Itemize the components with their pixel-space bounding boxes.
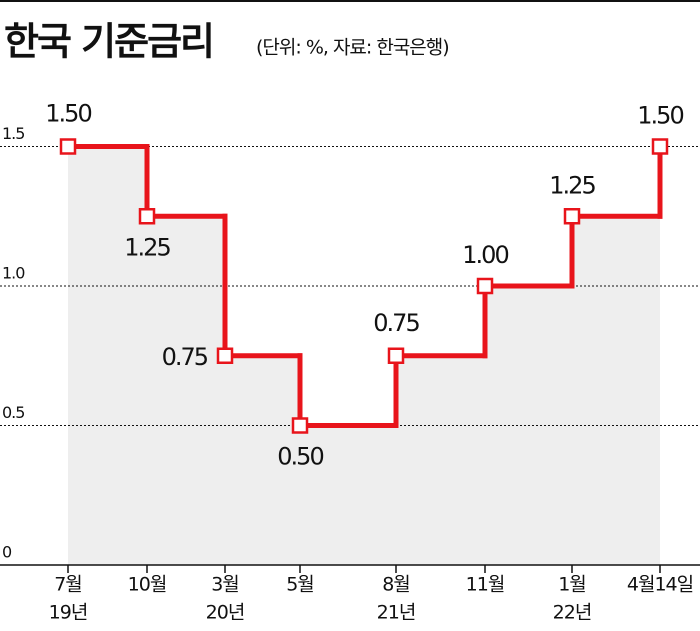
x-tick-label: 3월 — [211, 574, 239, 596]
area-step — [396, 355, 485, 565]
x-tick-label: 10월 — [128, 574, 167, 596]
value-label: 1.25 — [124, 233, 170, 261]
x-tick-label: 4월14일 — [627, 574, 693, 596]
area-step — [300, 425, 396, 565]
value-label: 1.50 — [45, 100, 91, 128]
marker — [563, 208, 581, 225]
chart-subtitle: (단위: %, 자료: 한국은행) — [256, 37, 449, 59]
marker — [651, 138, 669, 155]
x-tick-label: 1월 — [558, 574, 586, 596]
value-label: 1.00 — [462, 241, 508, 269]
marker — [216, 347, 234, 364]
marker — [59, 138, 77, 155]
x-tick-label: 8월 — [382, 574, 410, 596]
value-label: 0.75 — [162, 343, 208, 371]
x-year-label: 20년 — [206, 602, 245, 624]
x-tick-label: 5월 — [286, 574, 314, 596]
y-tick-label: 0 — [2, 543, 12, 562]
x-year-label: 19년 — [49, 602, 88, 624]
area-step — [147, 216, 225, 565]
value-label: 1.50 — [637, 102, 683, 130]
marker — [291, 417, 309, 434]
marker — [476, 277, 494, 295]
marker — [138, 208, 156, 225]
value-label: 1.25 — [549, 171, 595, 199]
y-tick-label: 1.0 — [2, 264, 25, 283]
chart-title: 한국 기준금리 — [4, 20, 213, 64]
y-tick-label: 0.5 — [2, 403, 24, 422]
marker — [387, 347, 405, 364]
y-tick-label: 1.5 — [2, 124, 24, 143]
x-tick-label: 7월 — [54, 574, 82, 596]
x-year-label: 22년 — [553, 602, 592, 624]
value-label: 0.50 — [277, 443, 323, 471]
area-step — [68, 146, 147, 565]
x-tick-label: 11월 — [466, 574, 505, 596]
value-label: 0.75 — [373, 309, 419, 337]
x-year-label: 21년 — [377, 602, 416, 624]
area-step — [225, 355, 300, 565]
area-step — [572, 216, 660, 565]
